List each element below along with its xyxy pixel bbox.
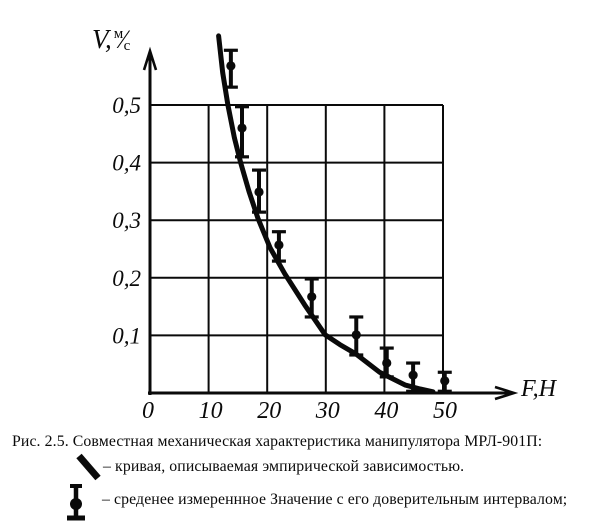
y-axis-arrowhead xyxy=(142,46,158,71)
data-point xyxy=(408,370,418,380)
y-tick-label: 0,2 xyxy=(112,266,141,291)
x-tick-label: 20 xyxy=(257,398,281,424)
x-tick-label: 10 xyxy=(199,398,223,424)
data-point xyxy=(351,330,361,340)
y-tick-label: 0,4 xyxy=(112,151,141,176)
data-point xyxy=(226,61,236,71)
data-point xyxy=(254,187,264,197)
data-point xyxy=(274,240,284,250)
x-tick-label: 40 xyxy=(374,398,398,424)
legend-item-measurement: – среденее измереннное Значение с его до… xyxy=(102,491,568,508)
data-point xyxy=(307,292,317,302)
y-tick-label: 0,3 xyxy=(112,208,141,233)
plot-svg: 0,1 0,2 0,3 0,4 0,5 0 10 20 30 40 50 xyxy=(112,33,519,424)
y-tick-label: 0,1 xyxy=(112,323,141,348)
y-axis-unit-fraction: м⁄с xyxy=(113,25,131,54)
error-bar-icon xyxy=(64,482,90,524)
data-point xyxy=(237,123,247,133)
x-axis-label: F,H xyxy=(521,376,556,402)
legend-item-curve: – кривая, описываемая эмпирической завис… xyxy=(103,458,465,475)
curve-stroke-icon xyxy=(74,452,104,487)
y-axis-label: V, м⁄с xyxy=(92,24,130,55)
y-tick-label: 0,5 xyxy=(112,93,141,118)
y-axis-label-prefix: V, xyxy=(92,24,112,54)
x-tick-label: 0 xyxy=(142,398,154,424)
data-point xyxy=(440,376,450,386)
data-point xyxy=(382,358,392,368)
x-tick-label: 30 xyxy=(315,398,340,424)
x-tick-label: 50 xyxy=(433,398,457,424)
x-axis-arrowhead xyxy=(494,385,519,401)
figure-caption: Рис. 2.5. Совместная механическая характ… xyxy=(12,433,543,450)
